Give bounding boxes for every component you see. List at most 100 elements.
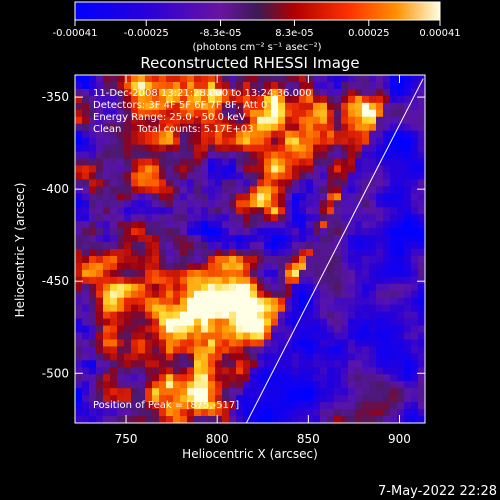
heatmap-cell [145, 367, 153, 375]
heatmap-cell [250, 367, 258, 375]
heatmap-cell [257, 402, 265, 410]
heatmap-cell [117, 283, 125, 292]
heatmap-cell [222, 283, 230, 292]
heatmap-cell [292, 325, 300, 334]
heatmap-cell [173, 221, 181, 229]
heatmap-cell [159, 221, 167, 229]
heatmap-cell [180, 249, 188, 257]
heatmap-cell [89, 360, 97, 368]
heatmap-cell [348, 332, 356, 341]
heatmap-cell [201, 297, 209, 306]
heatmap-cell [243, 374, 251, 382]
heatmap-cell [180, 81, 188, 90]
heatmap-cell [334, 221, 342, 229]
heatmap-cell [355, 102, 363, 111]
heatmap-cell [166, 290, 174, 299]
heatmap-cell [173, 416, 181, 423]
heatmap-cell [194, 109, 202, 118]
heatmap-cell [341, 381, 349, 389]
heatmap-cell [264, 144, 272, 153]
heatmap-cell [229, 388, 237, 396]
heatmap-cell [348, 81, 356, 90]
heatmap-cell [285, 409, 293, 417]
heatmap-cell [313, 318, 321, 327]
heatmap-cell [362, 311, 370, 320]
heatmap-cell [187, 381, 195, 389]
heatmap-cell [306, 172, 314, 180]
heatmap-cell [334, 123, 342, 132]
heatmap-cell [390, 262, 398, 271]
heatmap-cell [334, 262, 342, 271]
heatmap-cell [411, 374, 419, 382]
heatmap-cell [299, 297, 307, 306]
heatmap-cell [173, 242, 181, 250]
heatmap-cell [82, 318, 90, 327]
heatmap-cell [411, 388, 419, 396]
heatmap-cell [138, 262, 146, 271]
heatmap-cell [320, 395, 328, 403]
heatmap-cell [376, 172, 384, 180]
heatmap-cell [271, 395, 279, 403]
heatmap-cell [369, 311, 377, 320]
heatmap-cell [404, 402, 412, 410]
heatmap-cell [271, 353, 279, 361]
heatmap-cell [362, 262, 370, 271]
heatmap-cell [110, 242, 118, 250]
heatmap-cell [306, 158, 314, 167]
heatmap-cell [390, 102, 398, 111]
heatmap-cell [348, 409, 356, 417]
annotation-time-range: 11-Dec-2008 13:21:28.000 to 13:24:36.000 [93, 88, 312, 99]
heatmap-cell [348, 388, 356, 396]
heatmap-cell [229, 151, 237, 160]
heatmap-cell [292, 304, 300, 313]
heatmap-cell [341, 269, 349, 278]
heatmap-cell [117, 325, 125, 334]
heatmap-cell [138, 144, 146, 153]
heatmap-cell [138, 332, 146, 341]
heatmap-cell [103, 290, 111, 299]
heatmap-cell [299, 235, 307, 243]
heatmap-cell [208, 81, 216, 90]
heatmap-cell [75, 325, 83, 334]
heatmap-cell [138, 297, 146, 306]
heatmap-cell [390, 332, 398, 341]
heatmap-cell [278, 409, 286, 417]
heatmap-cell [376, 367, 384, 375]
heatmap-cell [117, 290, 125, 299]
heatmap-cell [257, 367, 265, 375]
heatmap-cell [138, 255, 146, 264]
heatmap-cell [201, 269, 209, 278]
heatmap-cell [369, 290, 377, 299]
heatmap-cell [117, 221, 125, 229]
heatmap-cell [166, 318, 174, 327]
heatmap-cell [110, 109, 118, 118]
heatmap-cell [320, 332, 328, 341]
heatmap-cell [103, 137, 111, 146]
heatmap-cell [299, 325, 307, 334]
heatmap-cell [411, 165, 419, 174]
heatmap-cell [236, 318, 244, 327]
heatmap-cell [131, 297, 139, 306]
heatmap-cell [250, 269, 258, 278]
heatmap-cell [313, 81, 321, 90]
heatmap-cell [250, 409, 258, 417]
heatmap-cell [117, 395, 125, 403]
heatmap-cell [194, 290, 202, 299]
heatmap-cell [89, 311, 97, 320]
heatmap-cell [292, 346, 300, 354]
heatmap-cell [369, 151, 377, 160]
heatmap-cell [138, 339, 146, 348]
heatmap-cell [89, 221, 97, 229]
heatmap-cell [75, 346, 83, 354]
heatmap-cell [222, 109, 230, 118]
heatmap-cell [355, 130, 363, 139]
heatmap-cell [166, 416, 174, 423]
heatmap-cell [362, 395, 370, 403]
heatmap-cell [362, 158, 370, 167]
heatmap-cell [236, 221, 244, 229]
heatmap-cell [299, 353, 307, 361]
heatmap-cell [124, 388, 132, 396]
heatmap-cell [201, 221, 209, 229]
heatmap-cell [89, 137, 97, 146]
